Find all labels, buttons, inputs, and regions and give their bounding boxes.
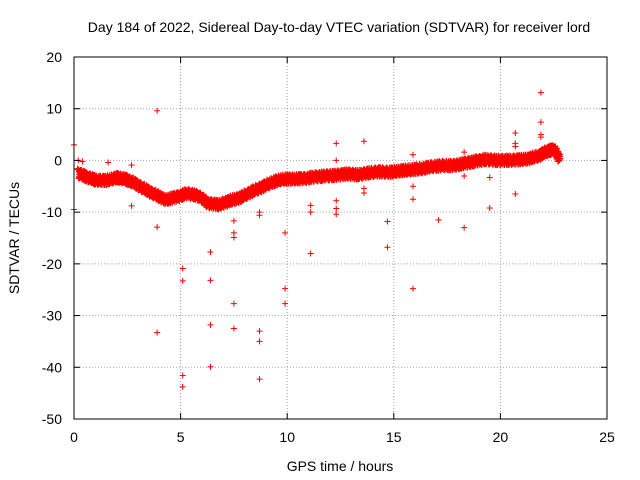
scatter-point: [145, 183, 152, 190]
scatter-point-outlier: [435, 216, 442, 223]
scatter-point-outlier: [537, 89, 544, 96]
scatter-point-outlier: [79, 158, 86, 165]
scatter-point-outlier: [307, 209, 314, 216]
scatter-point-outlier: [230, 234, 237, 241]
scatter-point-outlier: [128, 202, 135, 209]
scatter-point-outlier: [307, 250, 314, 257]
x-tick-label: 0: [70, 429, 78, 445]
scatter-point-outlier: [461, 149, 468, 156]
scatter-point-outlier: [384, 218, 391, 225]
scatter-point-outlier: [179, 383, 186, 390]
x-tick-label: 20: [493, 429, 509, 445]
scatter-point-outlier: [282, 229, 289, 236]
scatter-point: [557, 155, 564, 162]
data-points: [71, 89, 564, 390]
x-axis-label: GPS time / hours: [287, 458, 394, 474]
scatter-point-outlier: [256, 338, 263, 345]
scatter-point-outlier: [282, 285, 289, 292]
scatter-point-outlier: [360, 138, 367, 145]
x-tick-label: 10: [279, 429, 295, 445]
scatter-point-outlier: [154, 224, 161, 231]
scatter-point-outlier: [256, 328, 263, 335]
scatter-point-outlier: [461, 172, 468, 179]
scatter-point-outlier: [537, 119, 544, 126]
y-tick-label: -20: [42, 256, 62, 272]
scatter-point-outlier: [409, 285, 416, 292]
scatter-point-outlier: [486, 161, 493, 168]
scatter-point-outlier: [409, 183, 416, 190]
scatter-point-outlier: [256, 212, 263, 219]
y-axis-label: SDTVAR / TECUs: [6, 182, 22, 294]
scatter-point-outlier: [207, 277, 214, 284]
scatter-point-outlier: [333, 140, 340, 147]
scatter-point-outlier: [512, 130, 519, 137]
scatter-point-outlier: [461, 224, 468, 231]
scatter-point-outlier: [333, 157, 340, 164]
x-tick-label: 5: [177, 429, 185, 445]
scatter-point-outlier: [486, 205, 493, 212]
scatter-point-outlier: [105, 159, 112, 166]
scatter-point-outlier: [230, 217, 237, 224]
scatter-point-outlier: [333, 197, 340, 204]
scatter-point-outlier: [207, 321, 214, 328]
scatter-point-outlier: [512, 191, 519, 198]
scatter-point-outlier: [179, 372, 186, 379]
scatter-point-outlier: [207, 363, 214, 370]
scatter-point-outlier: [409, 196, 416, 203]
scatter-point-outlier: [154, 329, 161, 336]
y-tick-label: 20: [46, 49, 62, 65]
scatter-point-outlier: [207, 248, 214, 255]
plot-frame: [73, 56, 608, 420]
scatter-point-outlier: [486, 174, 493, 181]
x-tick-label: 25: [599, 429, 615, 445]
scatter-point-outlier: [230, 325, 237, 332]
y-tick-label: 0: [54, 152, 62, 168]
y-tick-label: -30: [42, 308, 62, 324]
scatter-point-outlier: [333, 211, 340, 218]
x-tick-label: 15: [386, 429, 402, 445]
y-tick-label: -10: [42, 204, 62, 220]
scatter-point-outlier: [230, 300, 237, 307]
scatter-point-outlier: [333, 205, 340, 212]
scatter-point-outlier: [307, 202, 314, 209]
scatter-point-outlier: [384, 244, 391, 251]
scatter-point-outlier: [179, 265, 186, 272]
y-tick-label: -40: [42, 359, 62, 375]
scatter-point-outlier: [128, 162, 135, 169]
scatter-point-outlier: [512, 143, 519, 150]
scatter-point-outlier: [360, 190, 367, 197]
scatter-point-outlier: [154, 107, 161, 114]
scatter-point-outlier: [537, 134, 544, 141]
scatter-point-outlier: [179, 277, 186, 284]
scatter-point: [556, 150, 563, 157]
y-tick-label: -50: [42, 411, 62, 427]
chart-title: Day 184 of 2022, Sidereal Day-to-day VTE…: [88, 19, 590, 35]
axis-ticks: 0 5 10 15 20 25 -50 -40 -30 -20 -10 0 10 20: [42, 49, 615, 445]
scatter-point-outlier: [256, 376, 263, 383]
scatter-point-outlier: [409, 151, 416, 158]
y-tick-label: 10: [46, 101, 62, 117]
scatter-point-outlier: [282, 300, 289, 307]
